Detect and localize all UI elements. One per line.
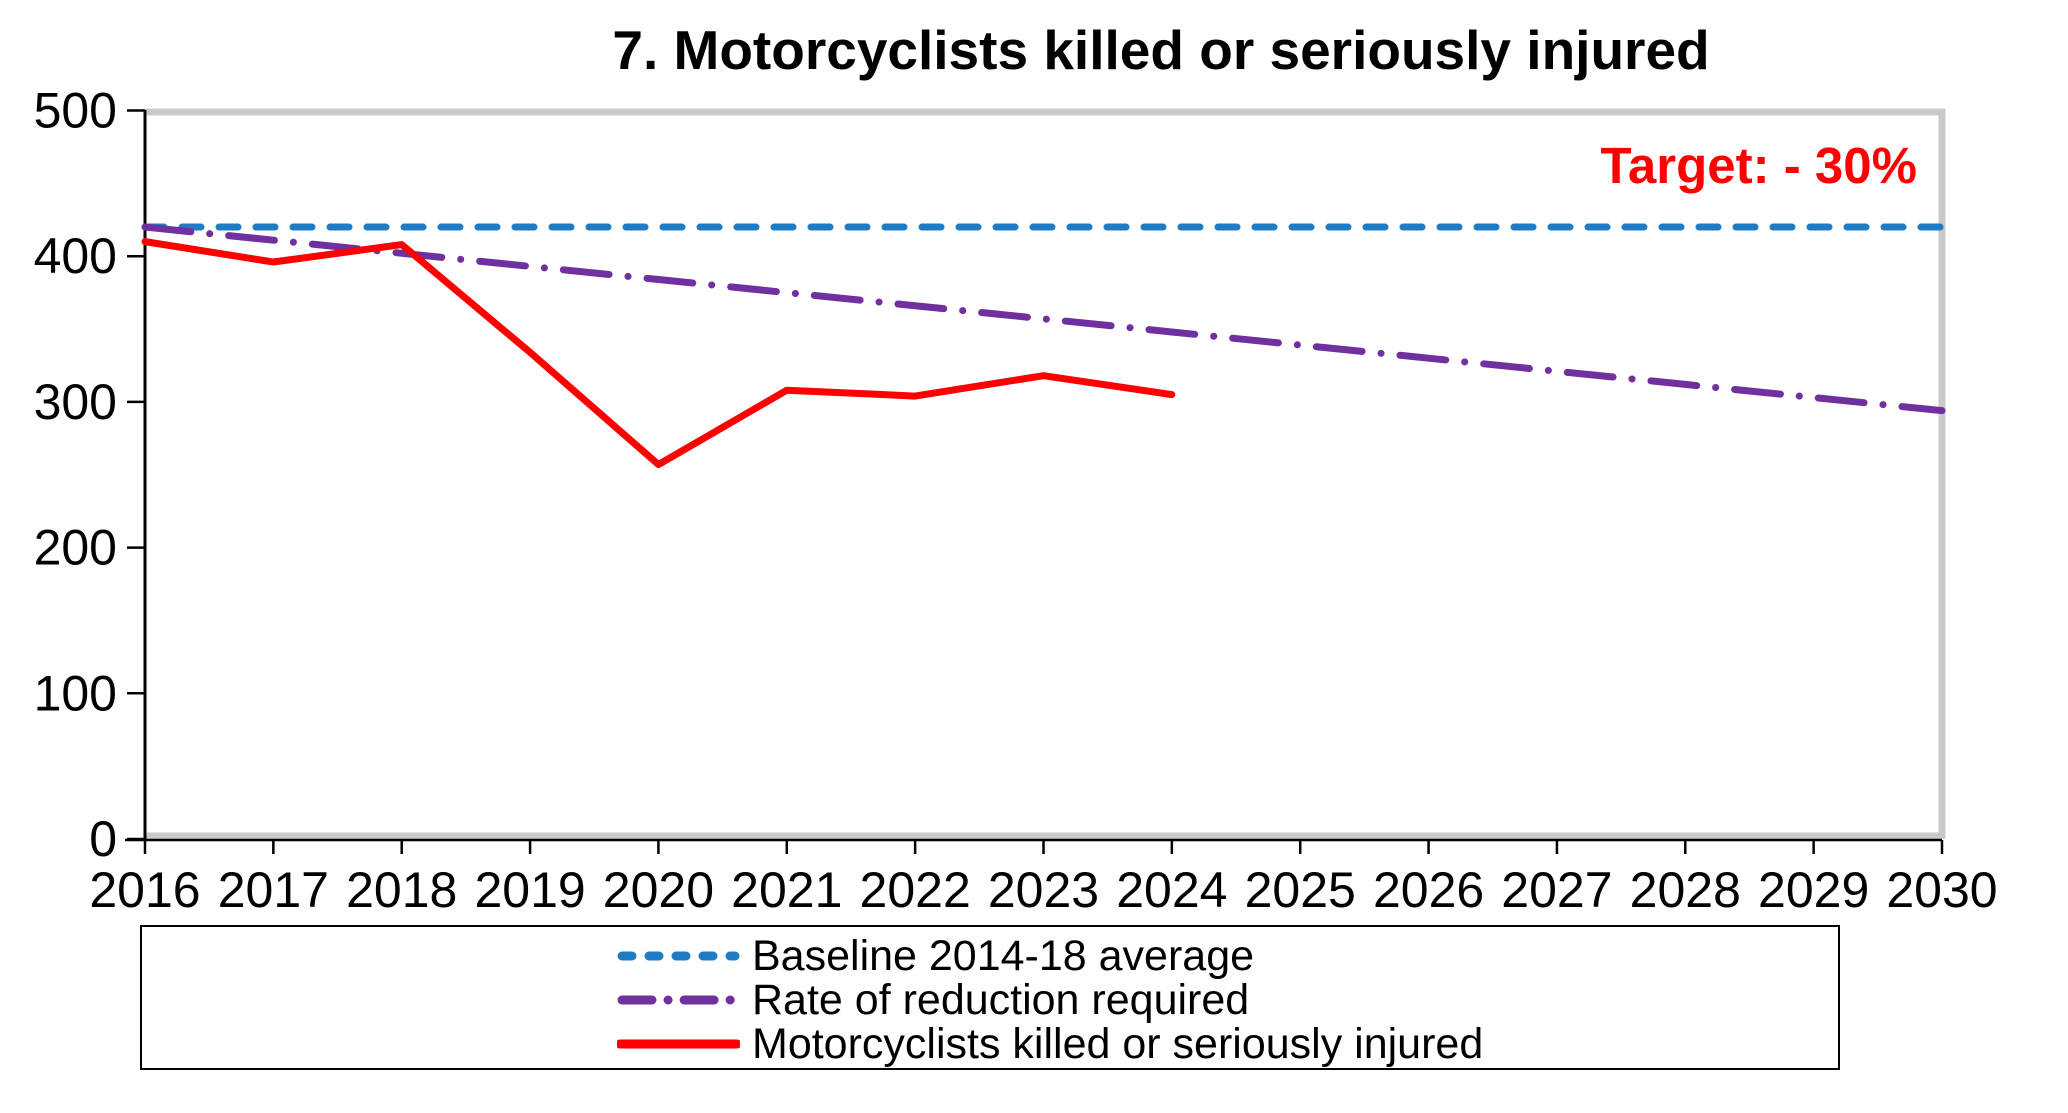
x-axis-label: 2030 xyxy=(1886,862,1997,918)
legend-item-actual: Motorcyclists killed or seriously injure… xyxy=(617,1022,1838,1066)
y-axis-label: 500 xyxy=(34,83,117,139)
required-series-line xyxy=(141,223,1946,415)
x-axis-label: 2021 xyxy=(731,862,842,918)
x-axis-label: 2024 xyxy=(1116,862,1227,918)
y-axis-label: 200 xyxy=(34,520,117,576)
x-axis-label: 2028 xyxy=(1630,862,1741,918)
required-dashdot-line-icon xyxy=(617,995,740,1005)
actual-solid-line-icon xyxy=(617,1039,740,1049)
legend-label-required: Rate of reduction required xyxy=(752,976,1250,1024)
target-annotation: Target: - 30% xyxy=(1600,137,1917,194)
legend-label-baseline: Baseline 2014-18 average xyxy=(752,932,1255,980)
x-axis-label: 2027 xyxy=(1501,862,1612,918)
legend-column: Baseline 2014-18 average Rate of reducti… xyxy=(617,927,1838,1066)
x-axis-label: 2023 xyxy=(988,862,1099,918)
legend-label-actual: Motorcyclists killed or seriously injure… xyxy=(752,1020,1484,1068)
x-axis-label: 2022 xyxy=(860,862,971,918)
y-axis-label: 400 xyxy=(34,228,117,284)
x-axis-label: 2025 xyxy=(1245,862,1356,918)
chart-legend: Baseline 2014-18 average Rate of reducti… xyxy=(140,925,1840,1070)
x-axis-label: 2029 xyxy=(1758,862,1869,918)
x-axis-label: 2020 xyxy=(603,862,714,918)
y-axis-label: 100 xyxy=(34,665,117,721)
x-axis-label: 2018 xyxy=(346,862,457,918)
legend-item-required: Rate of reduction required xyxy=(617,978,1838,1022)
x-axis-label: 2016 xyxy=(89,862,200,918)
y-axis-label: 300 xyxy=(34,374,117,430)
legend-item-baseline: Baseline 2014-18 average xyxy=(617,934,1838,978)
y-axis-label: 0 xyxy=(89,811,117,867)
actual-series-line xyxy=(141,238,1176,469)
x-axis-label: 2019 xyxy=(474,862,585,918)
x-axis-label: 2017 xyxy=(218,862,329,918)
baseline-dashed-line-icon xyxy=(617,951,740,961)
chart-title: 7. Motorcyclists killed or seriously inj… xyxy=(612,19,1710,81)
x-axis-label: 2026 xyxy=(1373,862,1484,918)
